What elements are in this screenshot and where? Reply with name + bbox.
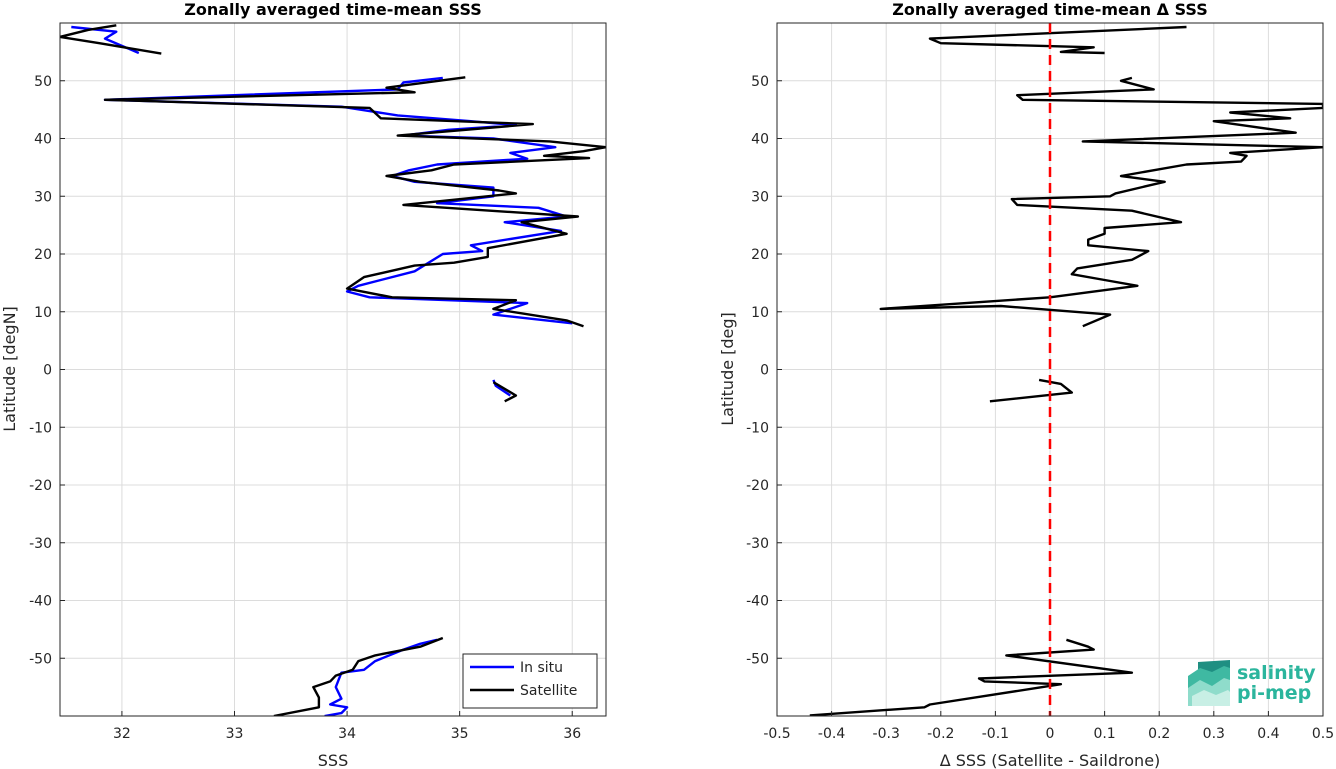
in-situ-series-line: [103, 76, 573, 325]
logo-text-line2: pi-mep: [1237, 682, 1311, 704]
y-tick-label: 40: [751, 132, 769, 148]
y-tick-label: 40: [34, 132, 52, 148]
y-tick-label: 20: [751, 247, 769, 263]
delta-lines: [809, 23, 1323, 716]
sss-lines: [60, 24, 606, 716]
x-tick-label: 36: [563, 726, 581, 742]
sss-x-axis-label: SSS: [318, 751, 348, 769]
x-tick-label: 0.4: [1257, 726, 1279, 742]
delta-tick-labels: -0.5 -0.4 -0.3 -0.2 -0.1 0 0.1 0.2 0.3 0.4 0.5 50 40…: [746, 74, 1334, 742]
sss-grid: [60, 23, 606, 716]
y-tick-label: 30: [751, 189, 769, 205]
in-situ-series-line: [324, 638, 438, 716]
satellite-series-line: [60, 24, 162, 55]
delta-x-axis-label: Δ SSS (Satellite - Saildrone): [940, 751, 1161, 769]
delta-series-line: [809, 638, 1134, 716]
x-tick-label: 0.5: [1312, 726, 1334, 742]
delta-series-line: [989, 378, 1073, 403]
salinity-pi-mep-logo: salinity pi-mep: [1188, 660, 1316, 706]
delta-series-line: [928, 25, 1187, 55]
x-tick-label: 0.1: [1093, 726, 1115, 742]
sss-panel: 32 33 34 35 36 50 40 30 20 10 0 -10 -20 -30 -40 -50 Zon…: [0, 0, 607, 769]
satellite-series-line: [273, 636, 444, 716]
delta-series-line: [879, 76, 1323, 328]
x-tick-label: -0.1: [982, 726, 1009, 742]
delta-chart-title: Zonally averaged time-mean Δ SSS: [892, 0, 1208, 19]
x-tick-label: 35: [451, 726, 469, 742]
y-tick-label: -10: [29, 420, 52, 436]
y-tick-label: 0: [43, 363, 52, 379]
x-tick-label: 0.2: [1148, 726, 1170, 742]
x-tick-label: -0.2: [927, 726, 954, 742]
y-tick-label: -50: [29, 651, 52, 667]
logo-text-line1: salinity: [1237, 662, 1316, 684]
y-tick-label: -30: [746, 536, 769, 552]
x-tick-label: -0.4: [818, 726, 845, 742]
y-tick-label: 10: [34, 305, 52, 321]
y-tick-label: -20: [29, 478, 52, 494]
x-tick-label: -0.5: [763, 726, 790, 742]
y-tick-label: 50: [751, 74, 769, 90]
y-tick-label: 50: [34, 74, 52, 90]
x-tick-label: 33: [226, 726, 244, 742]
x-tick-label: 32: [113, 726, 131, 742]
y-tick-label: 30: [34, 189, 52, 205]
y-tick-label: -40: [746, 594, 769, 610]
x-tick-label: 34: [338, 726, 356, 742]
y-tick-label: -40: [29, 594, 52, 610]
y-tick-label: -20: [746, 478, 769, 494]
legend-in-situ-label: In situ: [520, 660, 563, 676]
sss-chart-title: Zonally averaged time-mean SSS: [184, 0, 482, 19]
legend-satellite-label: Satellite: [520, 683, 577, 699]
x-tick-label: 0: [1046, 726, 1055, 742]
sss-tick-labels: 32 33 34 35 36 50 40 30 20 10 0 -10 -20 -30 -40 -50: [29, 74, 581, 742]
logo-wave-icon: [1188, 660, 1230, 706]
y-tick-label: 0: [760, 363, 769, 379]
delta-y-axis-label: Latitude [deg]: [718, 312, 737, 426]
delta-sss-panel: -0.5 -0.4 -0.3 -0.2 -0.1 0 0.1 0.2 0.3 0.4 0.5 50 40…: [718, 0, 1334, 769]
satellite-series-line: [103, 76, 606, 328]
x-tick-label: -0.3: [873, 726, 900, 742]
y-tick-label: -30: [29, 536, 52, 552]
legend-box: [462, 653, 598, 709]
satellite-series-line: [492, 381, 518, 403]
y-tick-label: 10: [751, 305, 769, 321]
sss-legend: In situ Satellite: [462, 653, 598, 709]
x-tick-label: 0.3: [1203, 726, 1225, 742]
y-tick-label: 20: [34, 247, 52, 263]
y-tick-label: -50: [746, 651, 769, 667]
y-tick-label: -10: [746, 420, 769, 436]
sss-y-axis-label: Latitude [degN]: [0, 306, 19, 432]
